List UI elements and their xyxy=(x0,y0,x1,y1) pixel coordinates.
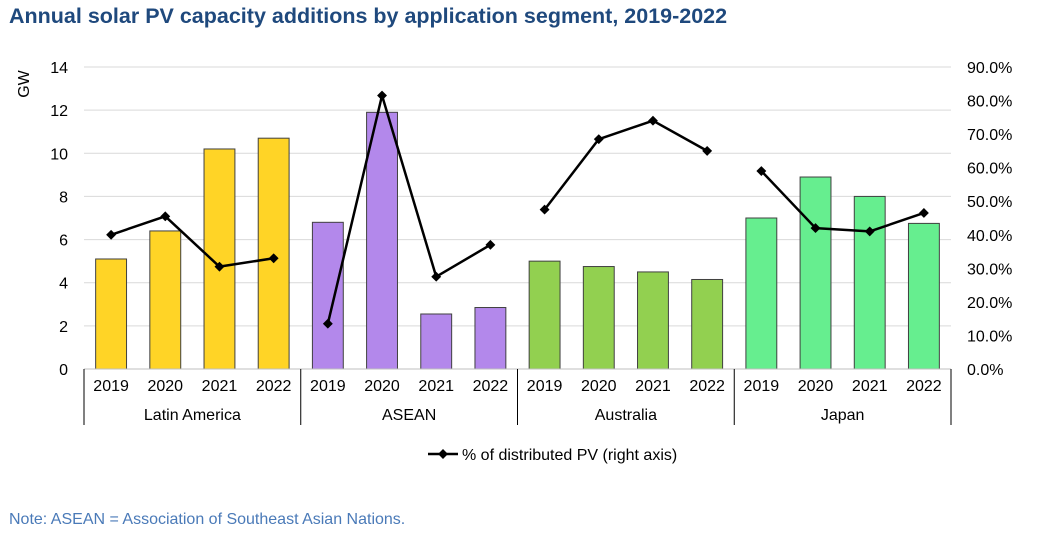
legend-label: % of distributed PV (right axis) xyxy=(462,447,677,464)
bar xyxy=(528,260,561,370)
x-tick-label: 2022 xyxy=(256,378,292,395)
y2-tick-label: 90.0% xyxy=(967,60,1012,77)
bar xyxy=(582,266,615,370)
axes xyxy=(83,368,952,425)
x-tick-label: 2021 xyxy=(202,378,238,395)
y-tick-label: 6 xyxy=(59,233,68,250)
bar xyxy=(637,271,669,370)
y-axis-label: GW xyxy=(16,69,33,97)
x-axis-categories: Latin America 2019 2020 2021 2022 ASEAN 2019 20… xyxy=(93,378,942,424)
y-tick-label: 10 xyxy=(50,146,68,163)
bar xyxy=(799,176,832,370)
x-tick-label: 2020 xyxy=(798,378,834,395)
group-label: Australia xyxy=(595,407,657,424)
x-tick-label: 2019 xyxy=(527,378,563,395)
group-label: ASEAN xyxy=(382,407,436,424)
bar xyxy=(366,111,398,370)
x-tick-label: 2019 xyxy=(310,378,346,395)
series-line xyxy=(326,94,492,324)
line-point xyxy=(702,145,713,156)
line-point xyxy=(918,208,929,218)
bar xyxy=(203,148,236,370)
y2-tick-label: 80.0% xyxy=(967,94,1012,111)
bar xyxy=(907,222,940,370)
group-label: Latin America xyxy=(144,407,241,424)
note: Note: ASEAN = Association of Southeast A… xyxy=(9,511,406,528)
line-point xyxy=(648,115,658,126)
x-tick-label: 2022 xyxy=(689,378,725,395)
chart-title: Annual solar PV capacity additions by ap… xyxy=(9,4,728,28)
x-tick-label: 2022 xyxy=(906,378,942,395)
line-point xyxy=(160,211,171,222)
y2-tick-label: 60.0% xyxy=(967,161,1012,178)
y2-axis-ticks: 0.0% 10.0% 20.0% 30.0% 40.0% 50.0% 60.0% 70.0% 8… xyxy=(967,60,1012,379)
y2-tick-label: 20.0% xyxy=(967,295,1012,312)
y-tick-label: 4 xyxy=(59,276,68,293)
bar xyxy=(149,230,182,370)
y2-tick-label: 40.0% xyxy=(967,228,1012,245)
line-point xyxy=(756,166,767,176)
y-tick-label: 14 xyxy=(50,60,68,77)
x-tick-label: 2021 xyxy=(852,378,888,395)
bar xyxy=(311,221,344,370)
y-axis-ticks: 0 2 4 6 8 10 12 14 xyxy=(50,60,68,379)
bar xyxy=(745,217,778,370)
x-tick-label: 2020 xyxy=(147,378,183,395)
line-point xyxy=(864,226,875,237)
bar xyxy=(691,278,724,370)
x-tick-label: 2022 xyxy=(473,378,509,395)
x-tick-label: 2021 xyxy=(418,378,454,395)
x-tick-label: 2021 xyxy=(635,378,671,395)
line-point xyxy=(214,261,225,272)
series-line xyxy=(760,170,925,233)
y2-tick-label: 0.0% xyxy=(967,362,1003,379)
series-line xyxy=(543,119,708,211)
legend-marker-swatch xyxy=(438,449,448,459)
series-line xyxy=(110,215,274,268)
y2-tick-label: 10.0% xyxy=(967,328,1012,345)
bar xyxy=(95,258,128,370)
chart: 0 2 4 6 8 10 12 14 0.0% 10.0% 20.0% 30.0% 40.0% 50.0… xyxy=(16,60,1012,464)
bar xyxy=(853,195,886,370)
line-point xyxy=(377,90,387,101)
legend: % of distributed PV (right axis) xyxy=(428,447,677,464)
bar xyxy=(474,307,507,370)
line-point xyxy=(539,204,550,215)
line-point xyxy=(485,239,496,250)
y-tick-label: 8 xyxy=(59,189,68,206)
line-point xyxy=(431,271,442,282)
y2-tick-label: 50.0% xyxy=(967,194,1012,211)
line-point xyxy=(268,253,279,264)
x-tick-label: 2019 xyxy=(744,378,780,395)
line-point xyxy=(810,223,821,234)
y2-tick-label: 70.0% xyxy=(967,127,1012,144)
line-series xyxy=(106,90,929,329)
line-point xyxy=(106,229,117,240)
y2-tick-label: 30.0% xyxy=(967,261,1012,278)
y-tick-label: 2 xyxy=(59,319,68,336)
group-label: Japan xyxy=(821,407,865,424)
bar-series xyxy=(95,111,940,370)
x-tick-label: 2020 xyxy=(581,378,617,395)
y-tick-label: 12 xyxy=(50,103,68,120)
line-point xyxy=(322,318,333,329)
bar xyxy=(420,313,453,370)
x-tick-label: 2019 xyxy=(93,378,129,395)
line-point xyxy=(593,134,604,145)
x-tick-label: 2020 xyxy=(364,378,400,395)
y-tick-label: 0 xyxy=(59,362,68,379)
